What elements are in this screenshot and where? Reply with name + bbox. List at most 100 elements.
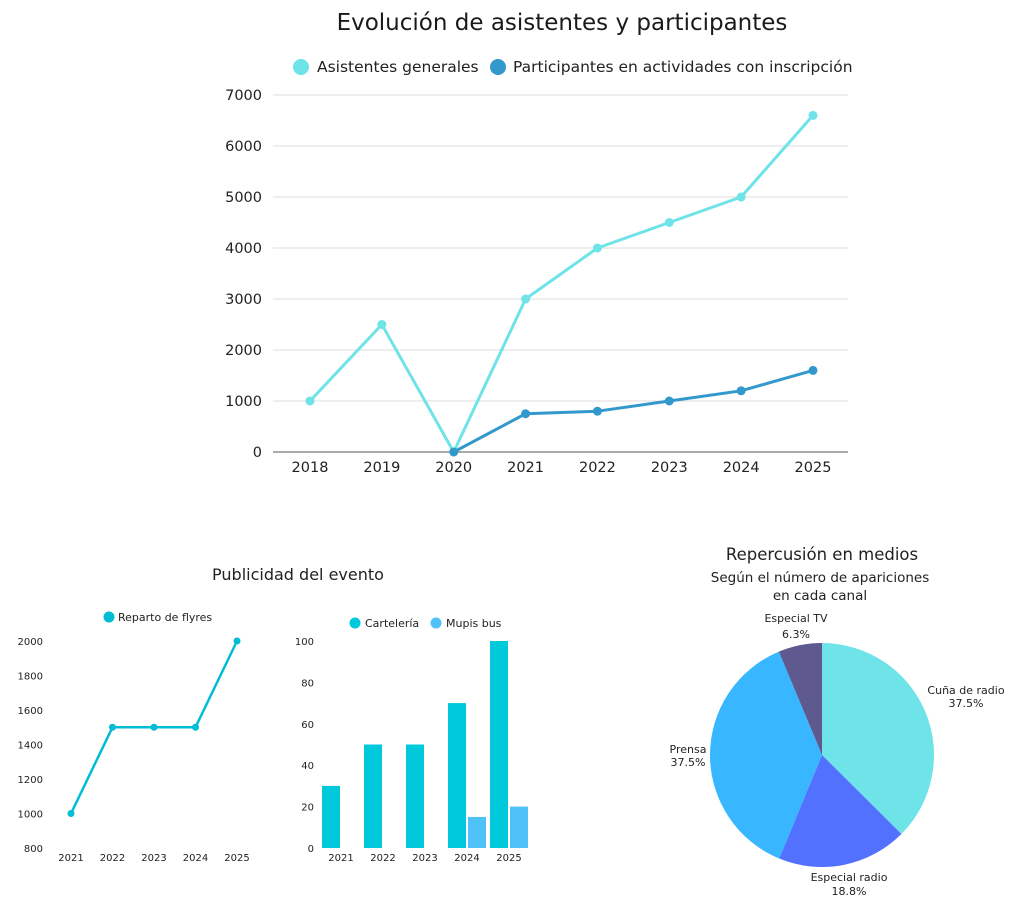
main-data-point[interactable] — [305, 396, 315, 406]
main-x-axis: 2018 2019 2020 2021 2022 2023 2024 2025 — [292, 460, 832, 476]
main-data-point[interactable] — [664, 396, 674, 406]
main-y-tick-label: 1000 — [225, 394, 262, 410]
flyres-y-axis: 800 1000 1200 1400 1600 1800 2000 — [18, 637, 43, 855]
bar-x-axis: 2021 2022 2023 2024 2025 — [328, 853, 521, 864]
flyres-y-tick-label: 1800 — [18, 672, 43, 683]
main-data-point[interactable] — [521, 409, 531, 419]
pie-label-especial-radio: Especial radio 18.8% — [811, 871, 888, 898]
flyres-y-tick-label: 1000 — [18, 810, 43, 821]
pie-label-cuna-radio-name: Cuña de radio — [927, 684, 1004, 697]
pie-title: Repercusión en medios — [726, 545, 918, 564]
flyres-y-tick-label: 1600 — [18, 706, 43, 717]
main-line-chart: Evolución de asistentes y participantes … — [225, 10, 852, 476]
main-data-point[interactable] — [377, 320, 387, 329]
main-gridlines — [273, 94, 848, 453]
pie-subtitle-line-2: en cada canal — [773, 588, 867, 604]
flyres-legend[interactable]: Reparto de flyres — [103, 611, 213, 624]
bar-x-tick-label: 2023 — [412, 853, 437, 864]
main-data-point[interactable] — [664, 218, 674, 227]
main-data-point[interactable] — [808, 365, 818, 375]
pie-label-prensa-name: Prensa — [670, 743, 707, 756]
main-y-tick-label: 4000 — [225, 241, 262, 257]
pie-label-especial-tv: Especial TV 6.3% — [764, 612, 828, 641]
pie-label-especial-tv-name: Especial TV — [764, 612, 828, 625]
flyres-x-tick-label: 2025 — [224, 853, 249, 864]
bar-x-tick-label: 2025 — [496, 853, 521, 864]
pie-slice-0[interactable] — [822, 643, 935, 835]
legend-marker-carteleria — [349, 617, 361, 629]
main-data-point[interactable] — [808, 110, 818, 120]
main-series-line-1 — [453, 368, 814, 454]
main-data-point[interactable] — [592, 406, 602, 416]
bar-mupis-bus[interactable] — [510, 806, 528, 848]
flyres-data-point[interactable] — [192, 723, 199, 731]
flyres-data-point[interactable] — [150, 723, 158, 731]
flyres-series-points — [67, 637, 241, 817]
flyres-data-point[interactable] — [233, 637, 241, 645]
bar-x-tick-label: 2022 — [370, 853, 395, 864]
legend-marker-participantes — [490, 59, 506, 75]
pie-label-especial-tv-pct: 6.3% — [782, 628, 810, 641]
bar-carteleria[interactable] — [322, 785, 340, 848]
pie-label-cuna-radio: Cuña de radio 37.5% — [927, 684, 1004, 710]
main-x-tick-label: 2020 — [435, 460, 472, 476]
main-chart-title: Evolución de asistentes y participantes — [337, 10, 788, 36]
legend-label-flyres: Reparto de flyres — [118, 611, 212, 624]
bar-carteleria[interactable] — [448, 703, 466, 848]
flyres-x-tick-label: 2024 — [183, 853, 208, 864]
flyres-x-tick-label: 2021 — [58, 853, 83, 864]
flyres-data-point[interactable] — [67, 810, 75, 817]
main-y-tick-label: 5000 — [225, 190, 262, 206]
flyres-x-tick-label: 2023 — [141, 853, 166, 864]
legend-label-carteleria: Cartelería — [365, 617, 419, 630]
flyres-y-tick-label: 2000 — [18, 637, 43, 648]
legend-marker-flyres — [103, 611, 115, 623]
pie-slice-3[interactable] — [778, 643, 822, 755]
bar-carteleria[interactable] — [406, 744, 424, 849]
main-legend[interactable]: Asistentes generales Participantes en ac… — [293, 58, 853, 76]
pie-subtitle-line-1: Según el número de apariciones — [711, 570, 929, 586]
flyres-x-axis: 2021 2022 2023 2024 2025 — [58, 853, 249, 864]
main-series-points — [305, 110, 818, 457]
main-series-line-0 — [308, 114, 815, 454]
bar-mupis-bus[interactable] — [468, 816, 486, 848]
bar-legend[interactable]: Cartelería Mupis bus — [349, 617, 502, 630]
flyres-y-tick-label: 1200 — [18, 775, 43, 786]
flyres-x-tick-label: 2022 — [100, 853, 125, 864]
main-x-tick-label: 2018 — [292, 460, 329, 476]
main-data-point[interactable] — [592, 243, 602, 253]
main-y-tick-label: 7000 — [225, 88, 262, 104]
main-x-tick-label: 2023 — [651, 460, 688, 476]
flyres-y-tick-label: 1400 — [18, 741, 43, 752]
main-data-point[interactable] — [736, 386, 746, 396]
flyres-y-tick-label: 800 — [24, 844, 43, 855]
pie-label-prensa-pct: 37.5% — [671, 756, 706, 769]
flyres-data-point[interactable] — [109, 723, 116, 731]
main-data-point[interactable] — [449, 447, 459, 457]
bar-carteleria[interactable] — [490, 641, 508, 848]
pie-label-cuna-radio-pct: 37.5% — [949, 697, 984, 710]
legend-marker-mupis — [430, 617, 442, 629]
main-data-point[interactable] — [736, 192, 746, 202]
pie-slices — [709, 643, 935, 868]
main-y-tick-label: 3000 — [225, 292, 262, 308]
bar-carteleria[interactable] — [364, 744, 382, 849]
bar-y-tick-label: 0 — [308, 844, 314, 855]
main-y-tick-label: 6000 — [225, 139, 262, 155]
pie-slice-2[interactable] — [709, 651, 822, 859]
main-x-tick-label: 2022 — [579, 460, 616, 476]
legend-label-mupis: Mupis bus — [446, 617, 502, 630]
bar-x-tick-label: 2021 — [328, 853, 353, 864]
main-y-axis: 0 1000 2000 3000 4000 5000 6000 7000 — [225, 88, 262, 461]
pie-slice-1[interactable] — [779, 755, 902, 868]
main-data-point[interactable] — [521, 294, 531, 304]
legend-label-participantes: Participantes en actividades con inscrip… — [513, 58, 853, 76]
pie-label-especial-radio-name: Especial radio — [811, 871, 888, 884]
bar-series — [322, 641, 528, 848]
flyres-line-chart: Reparto de flyres 800 1000 1200 1400 1600 180… — [18, 611, 250, 864]
bar-y-tick-label: 40 — [301, 761, 314, 772]
pie-label-prensa: Prensa 37.5% — [670, 743, 707, 769]
main-y-tick-label: 2000 — [225, 343, 262, 359]
main-x-tick-label: 2025 — [795, 460, 832, 476]
